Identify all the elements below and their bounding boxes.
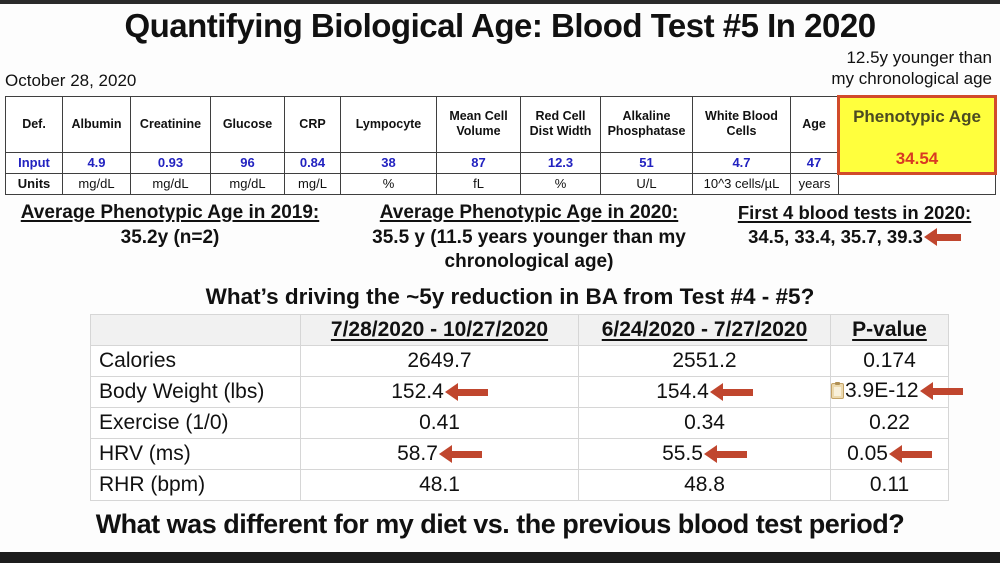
units-alkaline-phosphatase: U/L <box>600 173 693 195</box>
red-arrow-icon <box>888 445 932 463</box>
header-crp: CRP <box>284 96 341 153</box>
input-row-label: Input <box>5 151 63 175</box>
rhr-period2: 48.8 <box>578 469 831 501</box>
exercise-period1: 0.41 <box>300 407 579 439</box>
calories-period1: 2649.7 <box>300 345 579 377</box>
red-arrow-icon <box>923 228 961 247</box>
top-letterbox-bar <box>0 0 1000 4</box>
units-age: years <box>790 173 839 195</box>
avg-phenotypic-age-2020: Average Phenotypic Age in 2020: 35.5 y (… <box>338 201 720 275</box>
units-creatinine: mg/dL <box>130 173 211 195</box>
table-row-calories: Calories 2649.7 2551.2 0.174 <box>90 345 949 377</box>
phenotypic-age-highlight-box: Phenotypic Age 34.54 <box>837 95 997 175</box>
avg-2019-heading: Average Phenotypic Age in 2019: <box>20 202 320 223</box>
avg-2020-heading: Average Phenotypic Age in 2020: <box>379 202 679 223</box>
hrv-period1: 58.7 <box>300 438 579 470</box>
header-def: Def. <box>5 96 63 153</box>
input-red-cell-dist-width: 12.3 <box>520 151 601 175</box>
row-label: Calories <box>90 345 301 377</box>
comparison-header-pvalue: P-value <box>830 314 949 346</box>
avg-2020-line1: 35.5 y (11.5 years younger than my <box>372 226 686 248</box>
comparison-header-period1: 7/28/2020 - 10/27/2020 <box>300 314 579 346</box>
header-white-blood-cells: White Blood Cells <box>692 96 791 153</box>
blood-table-units-row: Units mg/dL mg/dL mg/dL mg/L % fL % U/L … <box>5 173 996 195</box>
blood-table-input-row: Input 4.9 0.93 96 0.84 38 87 12.3 51 4.7… <box>5 151 996 175</box>
row-label: Body Weight (lbs) <box>90 376 301 408</box>
input-albumin: 4.9 <box>62 151 131 175</box>
header-creatinine: Creatinine <box>130 96 211 153</box>
bottom-question: What was different for my diet vs. the p… <box>95 509 905 539</box>
units-phenotypic-age-empty <box>838 173 996 195</box>
red-arrow-icon <box>444 383 488 401</box>
driver-question: What’s driving the ~5y reduction in BA f… <box>205 284 815 309</box>
age-difference-note-line2: my chronological age <box>831 69 992 89</box>
row-label: HRV (ms) <box>90 438 301 470</box>
table-row-exercise: Exercise (1/0) 0.41 0.34 0.22 <box>90 407 949 439</box>
avg-2020-line2: chronological age) <box>444 251 614 273</box>
hrv-period2: 55.5 <box>578 438 831 470</box>
units-crp: mg/L <box>284 173 341 195</box>
blood-table-header-row: Def. Albumin Creatinine Glucose CRP Lymp… <box>5 95 997 175</box>
units-lympocyte: % <box>340 173 437 195</box>
units-red-cell-dist-width: % <box>520 173 601 195</box>
hrv-pvalue: 0.05 <box>830 438 949 470</box>
red-arrow-icon <box>703 445 747 463</box>
input-glucose: 96 <box>210 151 285 175</box>
header-age: Age <box>790 96 839 153</box>
header-glucose: Glucose <box>210 96 285 153</box>
red-arrow-icon <box>919 382 963 400</box>
table-row-body-weight: Body Weight (lbs) 152.4 154.4 3.9E-12 <box>90 376 963 408</box>
slide-date: October 28, 2020 <box>5 71 137 90</box>
comparison-header-empty <box>90 314 301 346</box>
input-alkaline-phosphatase: 51 <box>600 151 693 175</box>
input-lympocyte: 38 <box>340 151 437 175</box>
red-arrow-icon <box>438 445 482 463</box>
exercise-pvalue: 0.22 <box>830 407 949 439</box>
header-red-cell-dist-width: Red Cell Dist Width <box>520 96 601 153</box>
calories-pvalue: 0.174 <box>830 345 949 377</box>
input-crp: 0.84 <box>284 151 341 175</box>
input-white-blood-cells: 4.7 <box>692 151 791 175</box>
table-row-rhr: RHR (bpm) 48.1 48.8 0.11 <box>90 469 949 501</box>
header-mean-cell-volume: Mean Cell Volume <box>436 96 521 153</box>
body-weight-period2: 154.4 <box>578 376 831 408</box>
units-glucose: mg/dL <box>210 173 285 195</box>
row-label: RHR (bpm) <box>90 469 301 501</box>
header-albumin: Albumin <box>62 96 131 153</box>
header-lympocyte: Lympocyte <box>340 96 437 153</box>
rhr-pvalue: 0.11 <box>830 469 949 501</box>
avg-2019-value: 35.2y (n=2) <box>120 226 220 248</box>
blood-test-table: Def. Albumin Creatinine Glucose CRP Lymp… <box>5 95 997 195</box>
first-tests-values: 34.5, 33.4, 35.7, 39.3 <box>748 226 923 248</box>
avg-phenotypic-age-2019: Average Phenotypic Age in 2019: 35.2y (n… <box>5 201 335 250</box>
header-alkaline-phosphatase: Alkaline Phosphatase <box>600 96 693 153</box>
bottom-letterbox-bar <box>0 552 1000 563</box>
body-weight-pvalue: 3.9E-12 <box>830 376 963 408</box>
units-albumin: mg/dL <box>62 173 131 195</box>
first-4-blood-tests: First 4 blood tests in 2020: 34.5, 33.4,… <box>712 201 997 249</box>
units-mean-cell-volume: fL <box>436 173 521 195</box>
comparison-header-period2: 6/24/2020 - 7/27/2020 <box>578 314 831 346</box>
comparison-header-row: 7/28/2020 - 10/27/2020 6/24/2020 - 7/27/… <box>90 314 949 346</box>
input-age: 47 <box>790 151 839 175</box>
clipboard-icon <box>831 382 844 399</box>
input-mean-cell-volume: 87 <box>436 151 521 175</box>
exercise-period2: 0.34 <box>578 407 831 439</box>
age-difference-note-line1: 12.5y younger than <box>846 48 992 67</box>
units-row-label: Units <box>5 173 63 195</box>
phenotypic-age-value: 34.54 <box>895 148 939 168</box>
calories-period2: 2551.2 <box>578 345 831 377</box>
rhr-period1: 48.1 <box>300 469 579 501</box>
body-weight-period1: 152.4 <box>300 376 579 408</box>
first-tests-heading: First 4 blood tests in 2020: <box>737 202 972 223</box>
units-white-blood-cells: 10^3 cells/µL <box>692 173 791 195</box>
phenotypic-age-label: Phenotypic Age <box>853 107 981 126</box>
row-label: Exercise (1/0) <box>90 407 301 439</box>
comparison-table: 7/28/2020 - 10/27/2020 6/24/2020 - 7/27/… <box>90 314 963 501</box>
slide-title: Quantifying Biological Age: Blood Test #… <box>124 7 876 44</box>
red-arrow-icon <box>709 383 753 401</box>
age-difference-note: 12.5y younger than my chronological age <box>772 47 992 90</box>
table-row-hrv: HRV (ms) 58.7 55.5 0.05 <box>90 438 949 470</box>
input-creatinine: 0.93 <box>130 151 211 175</box>
